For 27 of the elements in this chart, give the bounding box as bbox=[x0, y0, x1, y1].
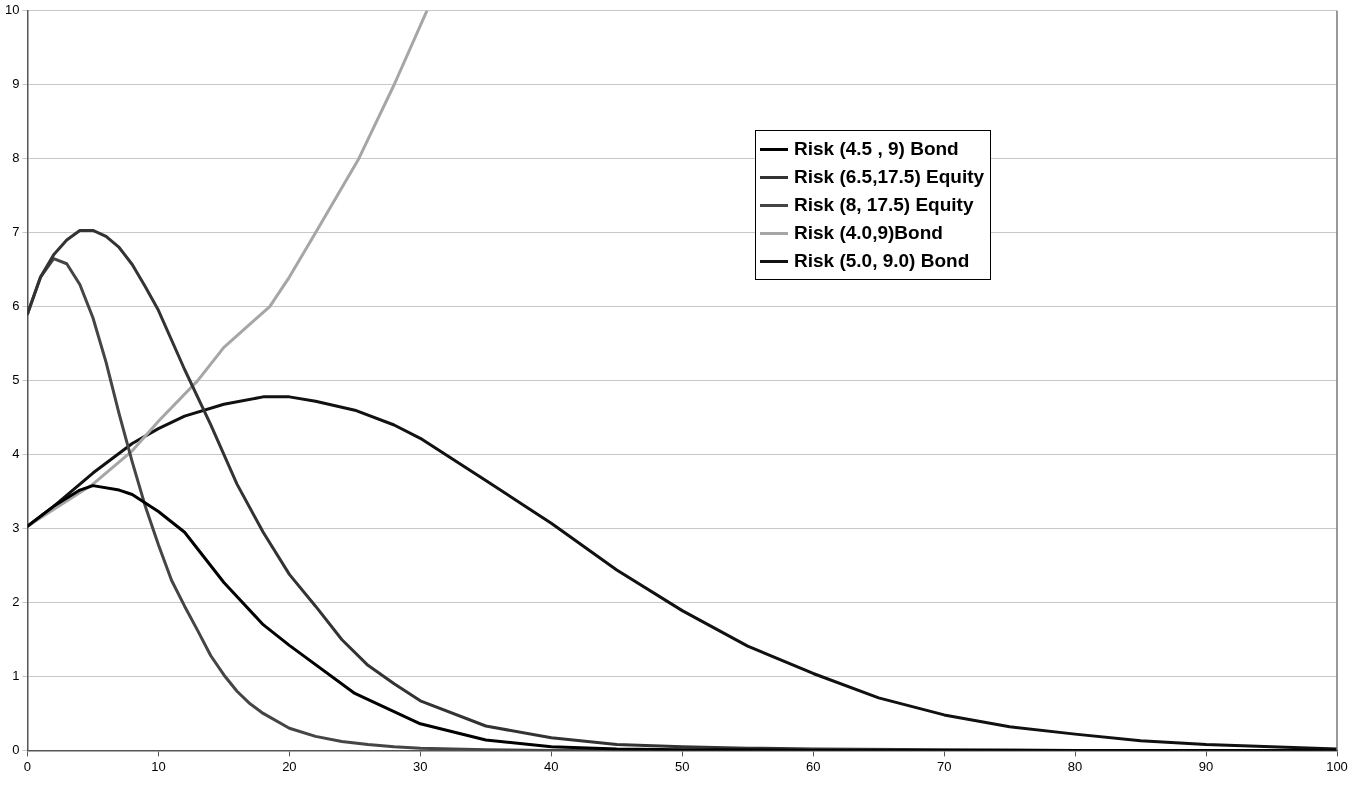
legend-label: Risk (6.5,17.5) Equity bbox=[794, 166, 985, 188]
y-tick-label: 4 bbox=[12, 446, 20, 462]
legend-label: Risk (4.0,9)Bond bbox=[794, 222, 943, 244]
x-tick-label: 60 bbox=[805, 758, 821, 774]
legend-label: Risk (4.5 , 9) Bond bbox=[794, 138, 959, 160]
x-tick-label: 40 bbox=[544, 758, 559, 774]
y-tick-label: 2 bbox=[12, 594, 20, 610]
y-tick-label: 7 bbox=[12, 224, 20, 240]
y-tick-label: 3 bbox=[12, 520, 20, 536]
x-tick-label: 10 bbox=[151, 758, 166, 774]
x-tick-label: 30 bbox=[413, 758, 428, 774]
y-tick-label: 1 bbox=[12, 668, 20, 684]
legend-label: Risk (8, 17.5) Equity bbox=[794, 194, 974, 216]
x-tick-label: 100 bbox=[1326, 758, 1348, 774]
y-tick-label: 5 bbox=[12, 372, 20, 388]
y-tick-label: 8 bbox=[12, 150, 20, 166]
x-tick-label: 20 bbox=[282, 758, 297, 774]
y-tick-label: 10 bbox=[4, 2, 20, 18]
legend-label: Risk (5.0, 9.0) Bond bbox=[794, 250, 970, 272]
x-tick-label: 70 bbox=[936, 758, 952, 774]
x-tick-label: 90 bbox=[1198, 758, 1214, 774]
y-tick-label: 0 bbox=[12, 741, 20, 757]
x-tick-label: 0 bbox=[23, 758, 32, 774]
x-tick-label: 80 bbox=[1067, 758, 1083, 774]
x-tick-label: 50 bbox=[675, 758, 690, 774]
y-tick-label: 6 bbox=[12, 298, 20, 314]
y-tick-label: 9 bbox=[12, 76, 20, 92]
